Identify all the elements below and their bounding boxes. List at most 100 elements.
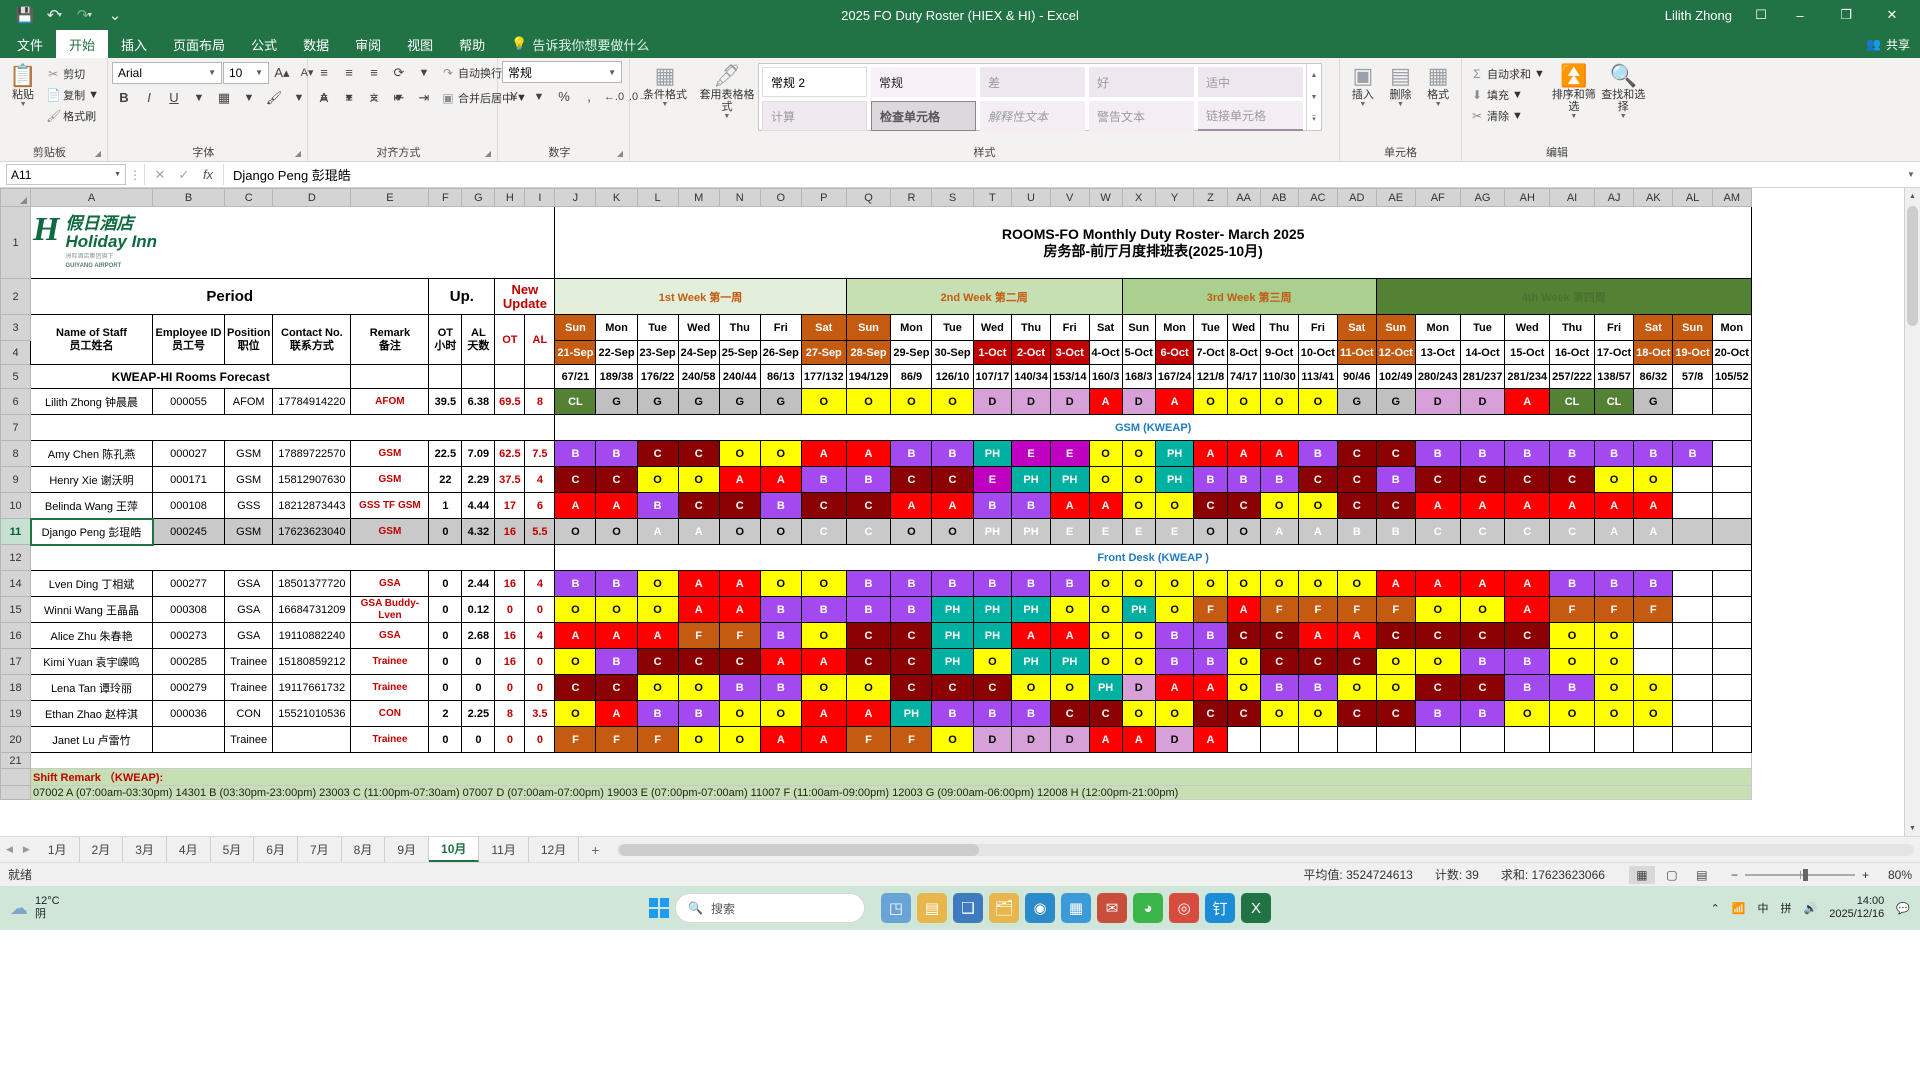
format-cells-button[interactable]: ▦ 格式 ▼	[1419, 61, 1457, 109]
wechat-icon[interactable]: ◕	[1133, 893, 1163, 923]
column-header-Z[interactable]: Z	[1193, 188, 1228, 207]
staff-name[interactable]: Belinda Wang 王萍	[30, 492, 153, 519]
shift-cell[interactable]: B	[1011, 570, 1051, 597]
staff-up-al[interactable]: 4	[524, 570, 556, 597]
shift-cell[interactable]	[1259, 726, 1299, 753]
staff-position[interactable]: GSA	[223, 622, 274, 649]
column-header-T[interactable]: T	[972, 188, 1013, 207]
staff-remark[interactable]: AFOM	[350, 388, 430, 415]
shift-cell[interactable]: A	[718, 570, 761, 597]
shift-cell[interactable]: D	[1049, 388, 1090, 415]
column-header-A[interactable]: A	[30, 188, 153, 207]
font-color-caret-icon[interactable]: ▼	[343, 91, 355, 104]
shift-cell[interactable]: E	[1121, 518, 1156, 545]
shift-cell[interactable]: O	[1549, 622, 1595, 649]
shift-cell[interactable]: O	[1193, 518, 1228, 545]
shift-cell[interactable]: B	[595, 440, 638, 467]
staff-contact[interactable]: 15521010536	[272, 700, 352, 727]
table-row[interactable]: 20 Janet Lu 卢雷竹 Trainee Trainee 0 0 0 0 F F F O O A A F…	[0, 726, 1752, 753]
row-header-3[interactable]: 3	[0, 314, 31, 341]
staff-name[interactable]: Lena Tan 谭玲丽	[30, 674, 153, 701]
row-header-12[interactable]: 12	[0, 544, 31, 571]
shift-cell[interactable]: O	[1336, 674, 1377, 701]
merge-caret-icon[interactable]: ▼	[516, 91, 527, 104]
shift-cell[interactable]: A	[1549, 492, 1595, 519]
shift-cell[interactable]: B	[1593, 440, 1635, 467]
column-header-D[interactable]: D	[272, 188, 352, 207]
staff-up-ot[interactable]: 0	[494, 674, 526, 701]
shift-cell[interactable]: A	[800, 700, 847, 727]
staff-position[interactable]: Trainee	[223, 726, 274, 753]
table-row[interactable]: 19 Ethan Zhao 赵梓淇 000036 CON 15521010536 CON 2…	[0, 700, 1752, 727]
shift-cell[interactable]: O	[1593, 648, 1635, 675]
styles-scroll-down-icon[interactable]: ▼	[1310, 93, 1318, 101]
shift-cell[interactable]: O	[1259, 700, 1299, 727]
shift-cell[interactable]: PH	[1121, 596, 1156, 623]
shift-cell[interactable]: C	[1193, 700, 1228, 727]
dingtalk-icon[interactable]: 钉	[1205, 893, 1235, 923]
shift-cell[interactable]: G	[1375, 388, 1416, 415]
shift-cell[interactable]: O	[1226, 388, 1261, 415]
scroll-up-icon[interactable]: ▲	[1909, 192, 1916, 200]
shift-cell[interactable]: B	[1672, 440, 1713, 467]
shift-cell[interactable]	[1711, 622, 1752, 649]
shift-cell[interactable]: B	[595, 648, 638, 675]
tab-file[interactable]: 文件	[17, 37, 44, 53]
staff-employee-id[interactable]: 000245	[152, 518, 225, 545]
shift-cell[interactable]: O	[1297, 388, 1338, 415]
staff-name[interactable]: Lven Ding 丁相斌	[30, 570, 153, 597]
shift-cell[interactable]: O	[636, 596, 679, 623]
staff-remark[interactable]: Trainee	[350, 674, 430, 701]
shift-cell[interactable]: O	[1154, 596, 1195, 623]
shift-cell[interactable]: B	[1549, 570, 1595, 597]
italic-button[interactable]: I	[147, 90, 151, 105]
staff-al-days[interactable]: 0	[461, 648, 496, 675]
column-header-AF[interactable]: AF	[1414, 188, 1461, 207]
conditional-caret-icon[interactable]: ▼	[661, 101, 669, 108]
staff-remark[interactable]: GSM	[350, 518, 430, 545]
tab-help[interactable]: 帮助	[459, 37, 486, 53]
find-select-button[interactable]: 🔍 查找和选择 ▼	[1599, 61, 1648, 121]
shift-cell[interactable]: A	[718, 596, 761, 623]
staff-employee-id[interactable]	[152, 726, 225, 753]
comma-style-button[interactable]: ,	[587, 89, 591, 104]
row-header-9[interactable]: 9	[0, 466, 31, 493]
shift-cell[interactable]: C	[1375, 440, 1416, 467]
fill-caret-icon[interactable]: ▼	[1512, 88, 1523, 101]
shift-cell[interactable]: C	[554, 466, 597, 493]
taskview-icon[interactable]: ❑	[953, 893, 983, 923]
shift-cell[interactable]: A	[1459, 492, 1506, 519]
column-header-L[interactable]: L	[636, 188, 679, 207]
row-header-[interactable]	[0, 785, 31, 800]
chrome-icon[interactable]: ◎	[1169, 893, 1199, 923]
shift-cell[interactable]	[1633, 726, 1674, 753]
shift-cell[interactable]: O	[1121, 700, 1156, 727]
style-linked-cell[interactable]: 链接单元格	[1198, 101, 1303, 131]
shift-cell[interactable]: B	[1336, 518, 1377, 545]
formula-input[interactable]: Django Peng 彭琨皓	[224, 164, 1902, 185]
staff-up-al[interactable]: 0	[524, 726, 556, 753]
shift-cell[interactable]: D	[1049, 726, 1090, 753]
shift-cell[interactable]: B	[636, 492, 679, 519]
tab-formulas[interactable]: 公式	[251, 37, 278, 53]
shift-cell[interactable]: A	[800, 726, 847, 753]
shift-cell[interactable]: C	[800, 492, 847, 519]
ime-mode-indicator[interactable]: 拼	[1780, 903, 1792, 915]
shift-cell[interactable]: O	[595, 596, 638, 623]
staff-al-days[interactable]: 6.38	[461, 388, 496, 415]
shift-cell[interactable]: F	[1633, 596, 1674, 623]
shift-cell[interactable]: O	[1336, 570, 1377, 597]
shift-cell[interactable]	[1672, 622, 1713, 649]
tab-review[interactable]: 审阅	[355, 37, 382, 53]
shift-cell[interactable]: CL	[554, 388, 597, 415]
shift-cell[interactable]: O	[1154, 700, 1195, 727]
shift-cell[interactable]: A	[1154, 388, 1195, 415]
staff-remark[interactable]: GSA	[350, 622, 430, 649]
shift-cell[interactable]	[1672, 674, 1713, 701]
tab-data[interactable]: 数据	[303, 37, 330, 53]
row-header-18[interactable]: 18	[0, 674, 31, 701]
zoom-slider-knob[interactable]	[1802, 868, 1808, 881]
table-row[interactable]: 16 Alice Zhu 朱春艳 000273 GSA 19110882240 GSA 0 2…	[0, 622, 1752, 649]
name-box[interactable]: A11 ▼	[6, 164, 126, 185]
column-header-F[interactable]: F	[428, 188, 463, 207]
